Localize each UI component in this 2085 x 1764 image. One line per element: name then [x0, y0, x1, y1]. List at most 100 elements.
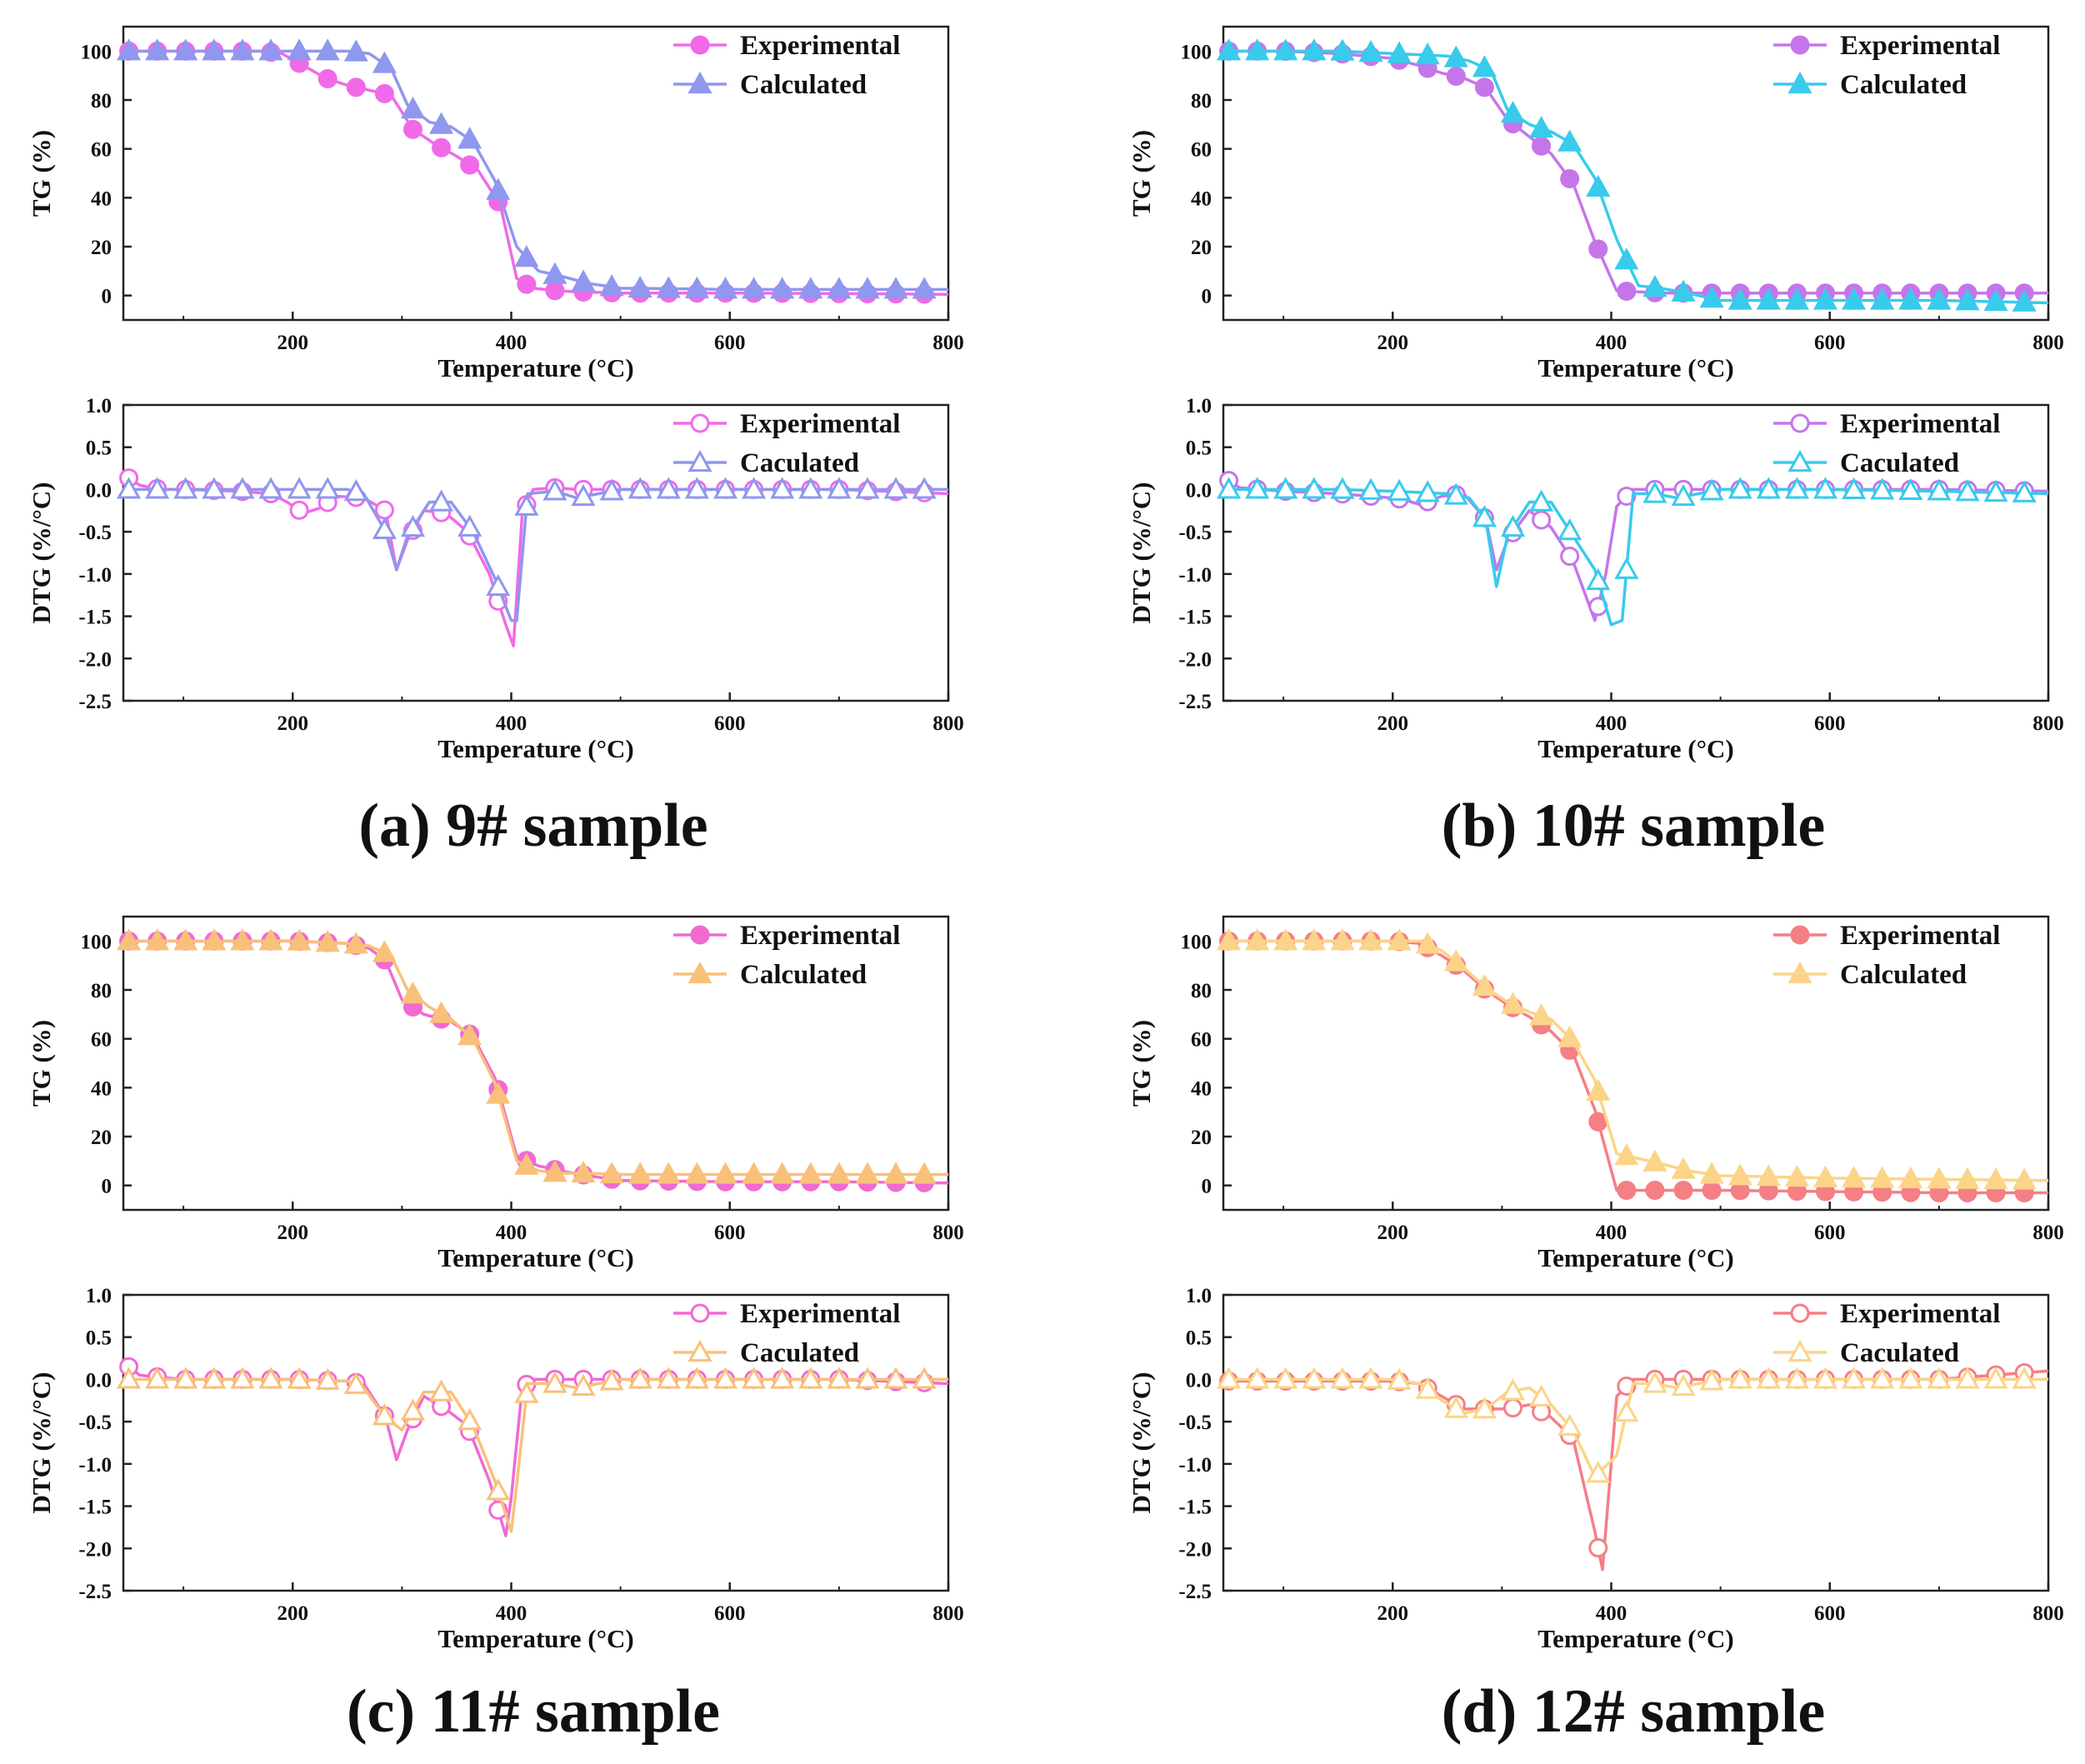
a-dtg-y-axis-label: DTG (%/°C): [27, 482, 56, 624]
panel-b: (b) 10# sample 200 400 600 800 0 20 40 60 80 100 T…: [1127, 25, 2064, 860]
b-tg-series-1-marker: [1500, 101, 1526, 123]
c-tg-series-1-marker: [230, 928, 255, 951]
a-tg-series-1-marker: [202, 38, 227, 61]
a-tg-series-0-marker: [517, 274, 537, 294]
c-dtg-series-1-marker: [571, 1373, 596, 1397]
b-dtg-series-1-marker: [1812, 477, 1838, 499]
b-tg-x-axis-label: Temperature (°C): [1538, 353, 1733, 382]
b-dtg-series-1-marker: [1728, 477, 1752, 499]
d-tg-legend-marker-0: [1790, 925, 1810, 945]
d-tg-series-1-marker: [1784, 1164, 1809, 1187]
c-tg-x-tick-label: 200: [277, 1222, 308, 1244]
c-dtg-x-tick-label: 400: [496, 1602, 528, 1625]
c-dtg-y-axis-label: DTG (%/°C): [27, 1372, 56, 1514]
b-tg-plot-frame: [1222, 25, 2050, 322]
c-dtg-legend-marker-1: [688, 1339, 712, 1362]
b-dtg-series-1-marker: [1443, 482, 1468, 505]
b-tg-y-tick-label: 60: [1191, 139, 1212, 162]
c-tg-legend-marker-0: [690, 925, 710, 945]
a-tg-y-axis-label: TG (%): [27, 130, 56, 217]
d-tg-series-1-marker: [1273, 928, 1298, 951]
c-tg-x-tick-label: 600: [714, 1222, 746, 1244]
d-tg-series-1-marker: [2012, 1167, 2037, 1190]
d-dtg-series-1-marker: [1842, 1367, 1867, 1389]
c-tg-y-tick-label: 40: [91, 1077, 112, 1100]
d-tg-series-0-marker: [1617, 1181, 1637, 1201]
b-dtg-series-1-marker: [1784, 477, 1809, 499]
d-dtg-series-1-marker: [1472, 1397, 1497, 1419]
d-tg-y-tick-label: 80: [1191, 980, 1212, 1002]
c-dtg-series-1-marker: [770, 1367, 795, 1389]
d-tg-series-1-marker: [1472, 973, 1497, 996]
c-tg-series-1-marker: [514, 1152, 539, 1175]
a-dtg-series-1-marker: [458, 514, 482, 537]
a-tg-series-1-marker: [855, 277, 880, 299]
a-tg-series-1-marker: [712, 277, 738, 299]
b-dtg-series-1-marker: [1217, 477, 1242, 499]
c-dtg-series-1-marker: [656, 1367, 681, 1389]
b-tg-legend-label-1: Calculated: [1840, 70, 1967, 100]
c-dtg-x-tick-label: 200: [277, 1602, 308, 1625]
d-dtg-x-axis-label: Temperature (°C): [1538, 1624, 1733, 1653]
b-dtg-series-1-marker: [1558, 518, 1582, 541]
a-dtg-legend-marker-0: [690, 413, 710, 433]
c-dtg-x-axis-label: Temperature (°C): [438, 1624, 633, 1653]
d-dtg-series-0-marker: [1502, 1398, 1522, 1418]
b-dtg-legend-label-0: Experimental: [1840, 409, 2000, 439]
d-dtg-legend-marker-1: [1788, 1339, 1812, 1362]
b-dtg-y-tick-label: 0.0: [1186, 479, 1212, 502]
a-dtg-series-1-marker: [400, 514, 426, 537]
d-dtg-y-tick-label: -2.5: [1178, 1581, 1212, 1603]
panel-a: (a) 9# sample 200 400 600 800 0 20 40 60 80 100 Te…: [27, 25, 964, 860]
c-dtg-series-1-marker: [145, 1367, 170, 1389]
a-dtg-series-1-marker: [684, 477, 709, 499]
a-tg-x-tick-label: 400: [496, 332, 528, 354]
d-tg-y-tick-label: 60: [1191, 1029, 1212, 1052]
c-tg-y-axis-label: TG (%): [27, 1020, 56, 1107]
b-tg-series-1-marker: [1842, 287, 1867, 310]
a-tg-y-tick-label: 20: [91, 237, 112, 259]
d-dtg-series-1-marker: [1358, 1367, 1383, 1389]
d-tg-x-tick-label: 400: [1596, 1222, 1628, 1244]
d-tg-y-tick-label: 100: [1181, 931, 1212, 953]
b-dtg-series-1-marker: [1955, 479, 1980, 502]
a-tg-series-1-marker: [400, 96, 426, 119]
d-tg-series-1-marker: [1358, 928, 1383, 951]
c-dtg-series-1-marker: [883, 1367, 908, 1389]
d-tg-series-1-marker: [1415, 932, 1440, 954]
b-tg-series-1-marker: [1812, 287, 1838, 310]
c-dtg-series-1-marker: [258, 1367, 283, 1389]
c-tg-y-tick-label: 20: [91, 1127, 112, 1149]
c-tg-y-tick-label: 80: [91, 980, 112, 1002]
a-tg-series-1-marker: [372, 51, 397, 73]
a-dtg-y-tick-label: -2.0: [78, 648, 112, 671]
caption-a: (a) 9# sample: [358, 792, 708, 860]
b-tg-series-0-marker: [1560, 168, 1580, 188]
a-dtg-series-1-marker: [486, 573, 511, 597]
d-dtg-y-tick-label: -1.0: [1178, 1454, 1212, 1477]
a-tg-x-tick-label: 200: [277, 332, 308, 354]
b-tg-y-tick-label: 40: [1191, 187, 1212, 210]
b-tg-series-1-marker: [1699, 286, 1724, 308]
d-dtg-series-0-marker: [1588, 1538, 1608, 1558]
a-tg-y-tick-label: 40: [91, 187, 112, 210]
d-dtg-series-1-marker: [1529, 1384, 1554, 1407]
a-dtg-y-tick-label: -2.5: [78, 691, 112, 713]
d-tg-x-tick-label: 800: [2032, 1222, 2064, 1244]
d-dtg-series-1-marker: [1927, 1367, 1952, 1389]
b-tg-y-tick-label: 20: [1191, 237, 1212, 259]
b-tg-y-tick-label: 80: [1191, 90, 1212, 112]
c-tg-series-1-marker: [372, 940, 397, 962]
b-dtg-series-1-marker: [1842, 477, 1867, 499]
d-tg-series-0-marker: [1645, 1181, 1665, 1201]
a-tg-series-1-marker: [684, 276, 709, 298]
b-tg-x-tick-label: 600: [1814, 332, 1846, 354]
b-tg-series-1-marker: [1358, 40, 1383, 62]
a-dtg-y-tick-label: -1.5: [78, 607, 112, 629]
d-dtg-x-tick-label: 800: [2032, 1602, 2064, 1625]
d-tg-y-tick-label: 0: [1202, 1176, 1212, 1198]
b-tg-legend-label-0: Experimental: [1840, 31, 2000, 61]
a-dtg-series-1-marker: [429, 489, 454, 512]
c-dtg-x-tick-label: 600: [714, 1602, 746, 1625]
c-tg-y-tick-label: 0: [102, 1176, 112, 1198]
